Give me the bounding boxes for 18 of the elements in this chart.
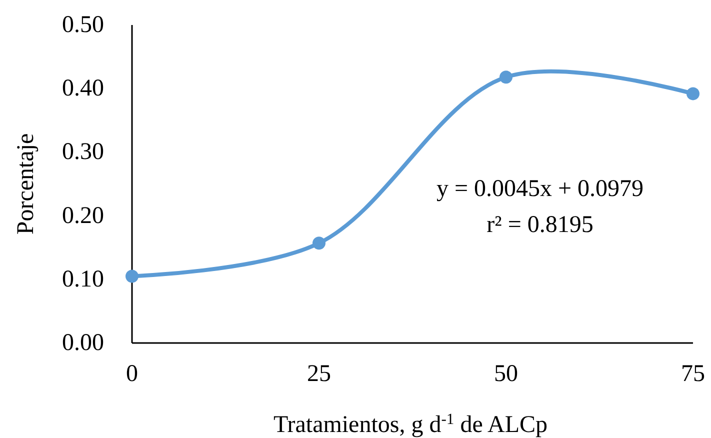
x-tick-label: 75 — [681, 361, 705, 387]
annotation: y = 0.0045x + 0.0979 — [436, 176, 644, 202]
y-axis-title: Porcentaje — [13, 133, 39, 235]
y-tick-label: 0.40 — [62, 76, 104, 102]
x-tick-label: 0 — [126, 361, 138, 387]
point — [500, 70, 512, 84]
x-axis-title: Tratamientos, g d$^{-1}$ de ALCp — [273, 410, 548, 438]
point — [126, 270, 138, 283]
annotation: r² = 0.8195 — [486, 212, 594, 238]
x-tick-label: 50 — [494, 361, 518, 387]
y-tick-label: 0.30 — [62, 139, 104, 166]
point — [686, 87, 700, 100]
point — [312, 236, 326, 250]
y-tick-label: 0.20 — [62, 202, 104, 229]
y-tick-label: 0.10 — [62, 266, 104, 292]
x-tick-label: 25 — [307, 361, 331, 387]
y-tick-label: 0.00 — [62, 330, 104, 356]
y-tick-label: 0.50 — [62, 12, 104, 38]
